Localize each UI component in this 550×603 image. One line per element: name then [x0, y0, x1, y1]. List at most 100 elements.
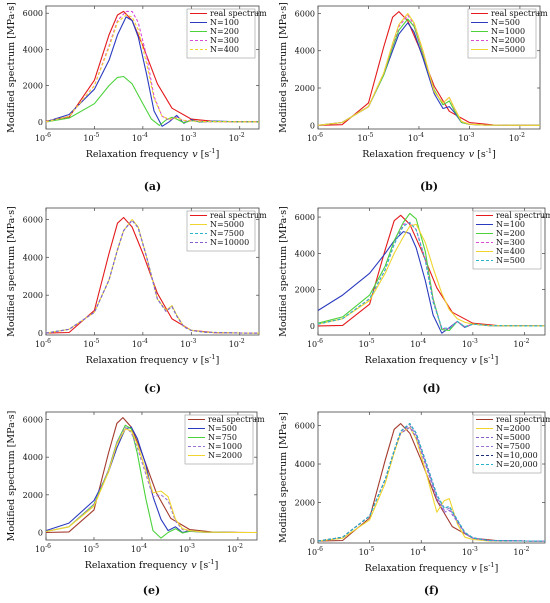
- legend-label: N=5000: [496, 433, 530, 442]
- series-line-d-5: [317, 221, 545, 330]
- y-axis-label: Modified spectrum [MPa·s]: [278, 206, 289, 337]
- x-tick-label: 10-4: [410, 338, 426, 349]
- y-tick-label: 0: [38, 329, 43, 338]
- x-tick-label: 10-6: [35, 338, 51, 349]
- y-tick-label: 4000: [295, 47, 315, 56]
- x-tick-label: 10-3: [180, 132, 196, 143]
- y-axis-label: Modified spectrum [MPa·s]: [278, 2, 289, 133]
- y-tick-label: 4000: [295, 249, 315, 258]
- legend-label: N=500: [491, 18, 520, 27]
- series-line-a-4: [45, 14, 259, 123]
- y-tick-label: 6000: [295, 213, 315, 222]
- panel-caption: (f): [424, 584, 439, 597]
- x-tick-label: 10-5: [83, 132, 99, 143]
- legend-label: N=10,000: [496, 451, 538, 460]
- chart-panel-d: 0 2000 4000 6000 10-6 10-5 10-4 10-3 10-2 real sp…: [278, 206, 550, 395]
- y-tick-label: 2000: [295, 499, 315, 508]
- y-tick-label: 6000: [295, 9, 315, 18]
- series-line-c-3: [45, 219, 260, 334]
- y-tick-label: 6000: [23, 416, 43, 425]
- x-tick-label: 10-6: [307, 132, 323, 143]
- legend-label: N=300: [496, 238, 525, 247]
- legend-label: N=200: [496, 229, 525, 238]
- x-tick-label: 10-2: [229, 132, 245, 143]
- x-tick-label: 10-5: [83, 543, 99, 554]
- x-tick-label: 10-3: [458, 132, 474, 143]
- x-axis-label: Relaxation frequency v [s-1]: [365, 353, 499, 366]
- x-tick-label: 10-3: [462, 338, 478, 349]
- x-tick-label: 10-6: [307, 546, 323, 557]
- y-tick-label: 4000: [23, 253, 43, 262]
- legend-label: N=500: [496, 256, 525, 265]
- legend-label: N=100: [210, 18, 239, 27]
- x-axis-label: Relaxation frequency v [s-1]: [362, 147, 496, 160]
- series-line-b-4: [317, 12, 540, 126]
- legend-label: real spectrum: [496, 211, 550, 220]
- x-tick-label: 10-3: [462, 546, 478, 557]
- y-axis-label: Modified spectrum [MPa·s]: [6, 206, 17, 337]
- legend-label: real spectrum: [208, 415, 265, 424]
- chart-panel-c: 0 2000 4000 6000 10-6 10-5 10-4 10-3 10-2 real sp…: [6, 206, 267, 395]
- x-tick-label: 10-2: [513, 338, 529, 349]
- legend-label: N=1000: [491, 27, 525, 36]
- series-line-f-1: [317, 426, 545, 542]
- plot-frame: [317, 411, 546, 544]
- y-tick-label: 0: [310, 322, 315, 331]
- x-tick-label: 10-4: [132, 338, 148, 349]
- legend-box: [472, 210, 542, 270]
- x-tick-label: 10-2: [227, 543, 243, 554]
- legend-label: N=7500: [210, 229, 244, 238]
- legend-label: real spectrum: [496, 415, 550, 424]
- x-tick-label: 10-6: [307, 338, 323, 349]
- x-tick-label: 10-3: [180, 338, 196, 349]
- legend-label: N=750: [208, 433, 237, 442]
- legend-label: N=2000: [491, 36, 525, 45]
- y-tick-label: 2000: [295, 286, 315, 295]
- x-axis-label: Relaxation frequency v [s-1]: [85, 558, 219, 571]
- x-tick-label: 10-4: [408, 132, 424, 143]
- y-tick-label: 4000: [23, 453, 43, 462]
- series-line-e-4: [45, 428, 257, 534]
- panel-caption: (c): [144, 382, 161, 395]
- x-axis-label: Relaxation frequency v [s-1]: [365, 561, 499, 574]
- x-tick-label: 10-4: [132, 132, 148, 143]
- panel-caption: (b): [420, 180, 438, 193]
- y-tick-label: 2000: [23, 491, 43, 500]
- legend-label: N=100: [496, 220, 525, 229]
- legend: real spectrumN=2000N=5000N=7500N=10,000N…: [472, 414, 550, 474]
- y-axis-label: Modified spectrum [MPa·s]: [6, 411, 17, 542]
- legend-label: N=300: [210, 36, 239, 45]
- legend-label: N=2000: [496, 424, 530, 433]
- x-tick-label: 10-2: [229, 338, 245, 349]
- legend-box: [186, 210, 256, 252]
- legend-label: real spectrum: [210, 211, 267, 220]
- x-tick-label: 10-6: [35, 543, 51, 554]
- chart-panel-f: 0 2000 4000 6000 10-6 10-5 10-4 10-3 10-2 real sp…: [278, 411, 550, 597]
- y-tick-label: 0: [38, 528, 43, 537]
- panel-caption: (d): [422, 382, 440, 395]
- legend-label: N=200: [210, 27, 239, 36]
- legend-label: real spectrum: [210, 9, 267, 18]
- y-tick-label: 6000: [295, 421, 315, 430]
- x-tick-label: 10-5: [83, 338, 99, 349]
- series-line-b-0: [317, 11, 541, 126]
- legend-box: [186, 8, 256, 59]
- legend-box: [472, 414, 542, 474]
- panel-caption: (e): [143, 584, 160, 597]
- x-tick-label: 10-6: [35, 132, 51, 143]
- x-tick-label: 10-3: [179, 543, 195, 554]
- x-tick-label: 10-4: [131, 543, 147, 554]
- y-axis-label: Modified spectrum [MPa·s]: [278, 412, 289, 543]
- y-tick-label: 2000: [23, 291, 43, 300]
- x-tick-label: 10-5: [357, 132, 373, 143]
- legend-label: N=500: [208, 424, 237, 433]
- y-axis-label: Modified spectrum [MPa·s]: [6, 2, 17, 133]
- y-tick-label: 4000: [23, 45, 43, 54]
- legend-label: N=5000: [210, 220, 244, 229]
